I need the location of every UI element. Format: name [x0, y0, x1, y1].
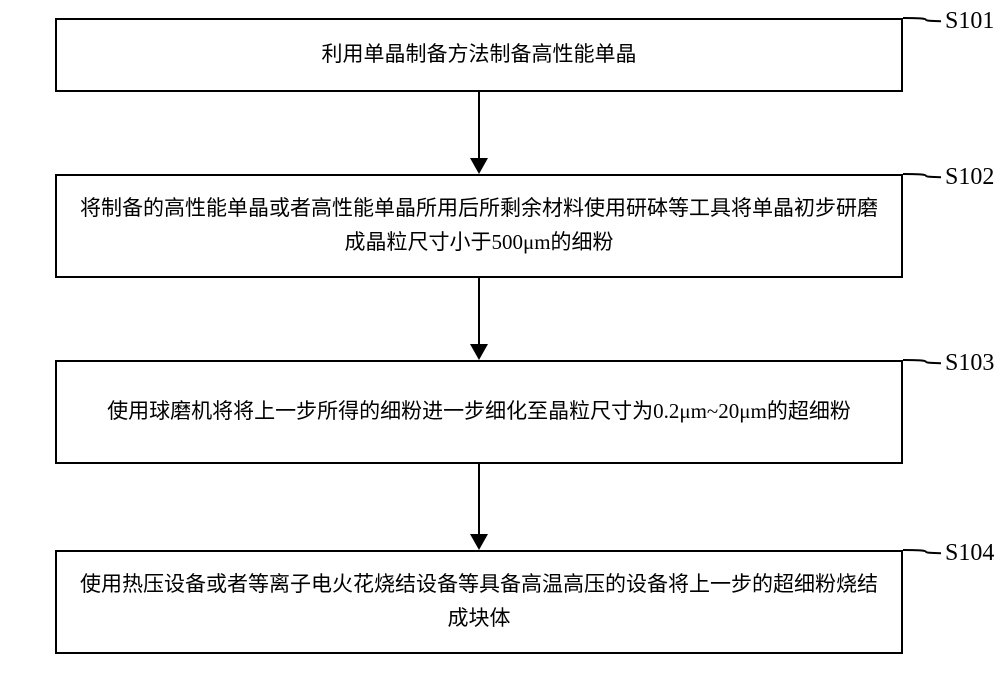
- step-text: 使用球磨机将将上一步所得的细粉进一步细化至晶粒尺寸为0.2μm~20μm的超细粉: [107, 395, 851, 429]
- arrow-head-2: [470, 344, 488, 360]
- step-text: 使用热压设备或者等离子电火花烧结设备等具备高温高压的设备将上一步的超细粉烧结成块…: [77, 568, 881, 635]
- arrow-line-1: [478, 92, 480, 158]
- step-text: 将制备的高性能单晶或者高性能单晶所用后所剩余材料使用研砵等工具将单晶初步研磨成晶…: [77, 192, 881, 259]
- step-text: 利用单晶制备方法制备高性能单晶: [322, 38, 637, 72]
- step-box-s102: 将制备的高性能单晶或者高性能单晶所用后所剩余材料使用研砵等工具将单晶初步研磨成晶…: [55, 174, 903, 278]
- arrow-head-3: [470, 534, 488, 550]
- arrow-head-1: [470, 158, 488, 174]
- arrow-line-3: [478, 464, 480, 534]
- flowchart-canvas: 利用单晶制备方法制备高性能单晶 S101 将制备的高性能单晶或者高性能单晶所用后所剩…: [0, 0, 1000, 682]
- arrow-line-2: [478, 278, 480, 344]
- step-box-s104: 使用热压设备或者等离子电火花烧结设备等具备高温高压的设备将上一步的超细粉烧结成块…: [55, 550, 903, 654]
- step-box-s103: 使用球磨机将将上一步所得的细粉进一步细化至晶粒尺寸为0.2μm~20μm的超细粉: [55, 360, 903, 464]
- step-label-s101: S101: [945, 8, 994, 35]
- step-label-s102: S102: [945, 164, 994, 191]
- step-box-s101: 利用单晶制备方法制备高性能单晶: [55, 18, 903, 92]
- step-label-s103: S103: [945, 350, 994, 377]
- step-label-s104: S104: [945, 540, 994, 567]
